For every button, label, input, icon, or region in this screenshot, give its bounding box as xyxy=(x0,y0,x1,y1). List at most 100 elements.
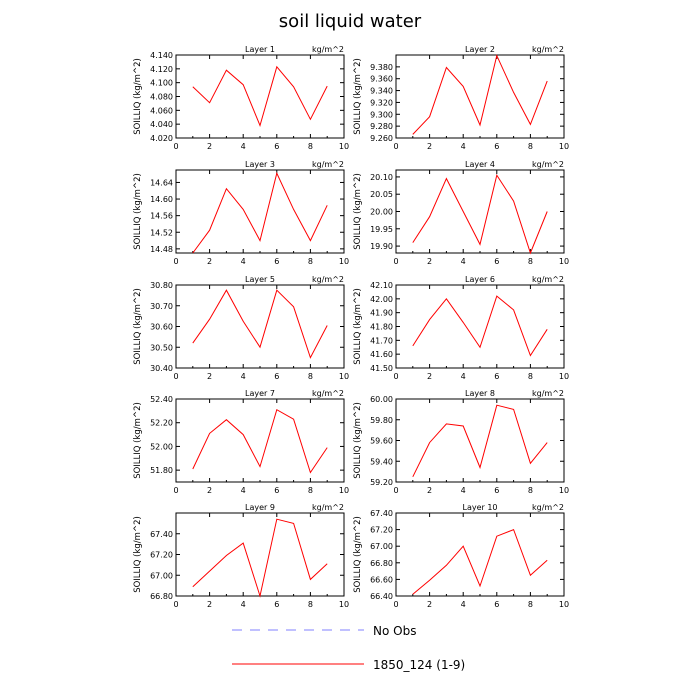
x-tick-label: 8 xyxy=(528,372,533,381)
y-tick-label: 14.52 xyxy=(150,228,173,237)
y-tick-label: 67.00 xyxy=(150,571,173,580)
panel-layer-1: Layer 1 kg/m^2 0 2 4 6 8 10 4.020 4.040 4.060 4.080… xyxy=(133,45,349,151)
y-tick-label: 14.60 xyxy=(150,195,173,204)
y-tick-label: 67.20 xyxy=(370,526,393,535)
y-tick-label: 20.10 xyxy=(370,173,393,182)
legend: No Obs 1850_124 (1-9) xyxy=(232,624,465,672)
series-line xyxy=(412,528,548,595)
series-line xyxy=(192,289,328,359)
x-tick-label: 10 xyxy=(339,142,349,151)
y-tick-label: 52.00 xyxy=(150,442,173,451)
y-tick-label: 14.64 xyxy=(150,178,173,187)
x-tick-label: 10 xyxy=(339,600,349,609)
y-tick-label: 42.10 xyxy=(370,281,393,290)
x-tick-label: 0 xyxy=(393,372,398,381)
x-tick-label: 6 xyxy=(494,372,499,381)
y-tick-label: 14.56 xyxy=(150,212,173,221)
plot-frame xyxy=(175,284,345,369)
x-tick-label: 10 xyxy=(559,600,569,609)
y-axis-label: SOILLIQ (kg/m^2) xyxy=(133,288,143,365)
y-tick-label: 41.60 xyxy=(370,350,393,359)
y-tick-label: 19.95 xyxy=(370,225,393,234)
units-label: kg/m^2 xyxy=(532,45,564,54)
panel-layer-10: Layer 10 kg/m^2 0 2 4 6 8 10 66.40 66.60 66.80 67.0… xyxy=(353,503,569,609)
panel-title: Layer 9 xyxy=(245,503,275,512)
panel-title: Layer 8 xyxy=(465,389,495,398)
x-tick-label: 4 xyxy=(241,142,246,151)
y-tick-label: 9.280 xyxy=(370,122,393,131)
panel-title: Layer 4 xyxy=(465,160,495,169)
series-line xyxy=(412,54,548,135)
y-tick-label: 59.80 xyxy=(370,416,393,425)
x-tick-label: 8 xyxy=(308,600,313,609)
panel-title: Layer 5 xyxy=(245,275,275,284)
panel-layer-8: Layer 8 kg/m^2 0 2 4 6 8 10 59.20 59.40 59.60 59.80… xyxy=(353,389,569,495)
series-line xyxy=(192,408,328,474)
x-tick-label: 6 xyxy=(274,600,279,609)
x-tick-label: 6 xyxy=(494,486,499,495)
x-tick-label: 2 xyxy=(207,486,212,495)
y-tick-label: 4.060 xyxy=(150,106,173,115)
x-tick-label: 10 xyxy=(559,486,569,495)
x-tick-label: 4 xyxy=(461,142,466,151)
x-tick-label: 8 xyxy=(308,142,313,151)
x-tick-label: 10 xyxy=(559,372,569,381)
y-tick-label: 9.320 xyxy=(370,98,393,107)
panel-title: Layer 2 xyxy=(465,45,495,54)
y-tick-label: 20.05 xyxy=(370,190,393,199)
y-tick-label: 41.70 xyxy=(370,336,393,345)
y-tick-label: 66.60 xyxy=(370,575,393,584)
panel-title: Layer 7 xyxy=(245,389,275,398)
x-tick-label: 8 xyxy=(528,257,533,266)
y-axis-label: SOILLIQ (kg/m^2) xyxy=(353,173,363,250)
x-tick-label: 4 xyxy=(461,486,466,495)
y-tick-label: 4.020 xyxy=(150,134,173,143)
plot-frame xyxy=(395,398,565,483)
y-tick-label: 66.80 xyxy=(150,592,173,601)
y-tick-label: 9.340 xyxy=(370,87,393,96)
series-line xyxy=(192,518,328,598)
y-axis-label: SOILLIQ (kg/m^2) xyxy=(133,402,143,479)
x-tick-label: 4 xyxy=(241,372,246,381)
y-tick-label: 41.50 xyxy=(370,364,393,373)
panel-title: Layer 1 xyxy=(245,45,275,54)
x-tick-label: 8 xyxy=(308,372,313,381)
y-tick-label: 19.90 xyxy=(370,242,393,251)
panel-layer-7: Layer 7 kg/m^2 0 2 4 6 8 10 51.80 52.00 52.20 52.40… xyxy=(133,389,349,495)
panel-layer-4: Layer 4 kg/m^2 0 2 4 6 8 10 19.90 19.95 20.00 20.05… xyxy=(353,160,569,266)
x-tick-label: 4 xyxy=(461,372,466,381)
y-axis-label: SOILLIQ (kg/m^2) xyxy=(353,58,363,135)
panel-layer-5: Layer 5 kg/m^2 0 2 4 6 8 10 30.40 30.50 30.60 30.70… xyxy=(133,275,349,381)
x-tick-label: 10 xyxy=(339,486,349,495)
panel-layer-2: Layer 2 kg/m^2 0 2 4 6 8 10 9.260 9.280 9.300 9.320… xyxy=(353,45,569,151)
x-tick-label: 0 xyxy=(173,142,178,151)
y-tick-label: 14.48 xyxy=(150,245,173,254)
y-tick-label: 9.380 xyxy=(370,63,393,72)
series-line xyxy=(412,295,548,357)
series-line xyxy=(412,404,548,478)
x-tick-label: 8 xyxy=(528,600,533,609)
panel-title: Layer 3 xyxy=(245,160,275,169)
y-tick-label: 30.60 xyxy=(150,323,173,332)
y-tick-label: 66.40 xyxy=(370,592,393,601)
x-tick-label: 4 xyxy=(241,486,246,495)
y-tick-label: 41.80 xyxy=(370,323,393,332)
x-tick-label: 10 xyxy=(559,142,569,151)
plot-frame xyxy=(175,398,345,483)
x-tick-label: 4 xyxy=(461,257,466,266)
y-tick-label: 59.40 xyxy=(370,457,393,466)
x-tick-label: 8 xyxy=(308,486,313,495)
units-label: kg/m^2 xyxy=(532,275,564,284)
x-tick-label: 10 xyxy=(339,372,349,381)
y-tick-label: 42.00 xyxy=(370,295,393,304)
x-tick-label: 6 xyxy=(274,486,279,495)
y-axis-label: SOILLIQ (kg/m^2) xyxy=(353,402,363,479)
plot-frame xyxy=(395,284,565,369)
panel-layer-9: Layer 9 kg/m^2 0 2 4 6 8 10 66.80 67.00 67.20 67.40… xyxy=(133,503,349,609)
y-tick-label: 9.360 xyxy=(370,75,393,84)
legend-label-no-obs: No Obs xyxy=(373,624,416,638)
y-tick-label: 4.120 xyxy=(150,65,173,74)
y-tick-label: 4.140 xyxy=(150,51,173,60)
x-tick-label: 2 xyxy=(427,600,432,609)
